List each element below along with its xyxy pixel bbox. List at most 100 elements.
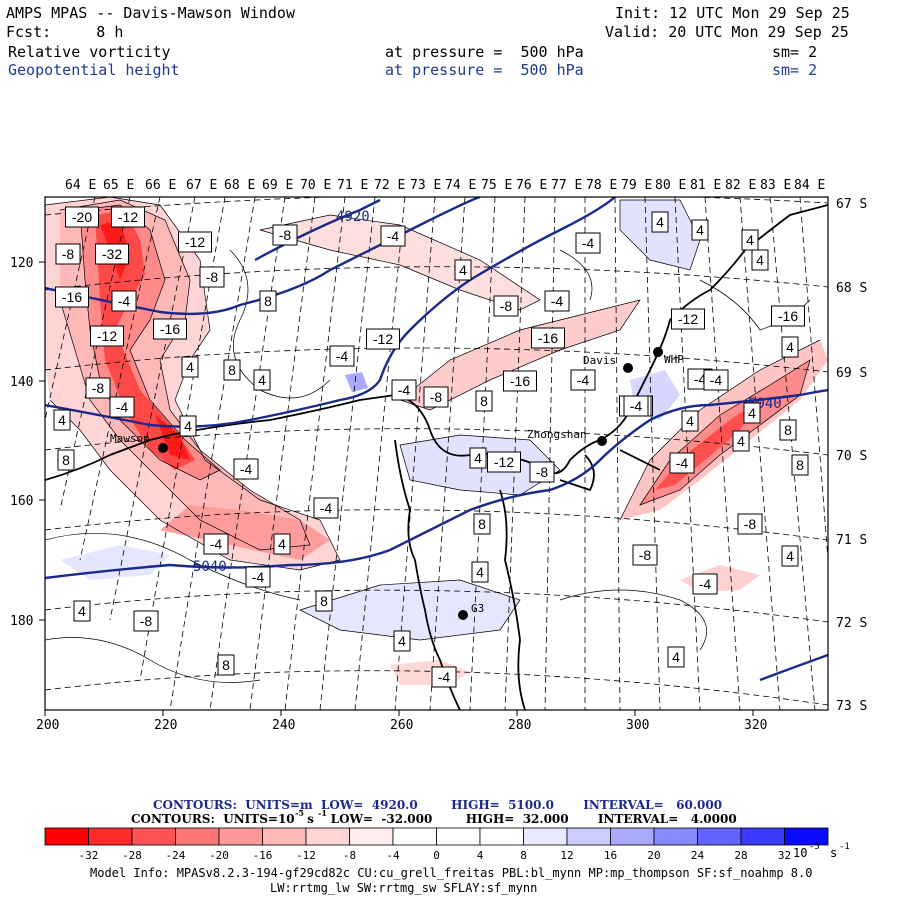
vort-blue-small bbox=[345, 372, 368, 392]
vorticity-label-box bbox=[272, 224, 298, 246]
forecast-hour: Fcst: 8 h bbox=[6, 23, 124, 41]
colorbar-units-s-exp: -1 bbox=[839, 842, 850, 852]
vorticity-label-box bbox=[55, 243, 81, 265]
vorticity-label: 4 bbox=[186, 359, 194, 375]
vorticity-label-box bbox=[65, 206, 99, 228]
vorticity-label: -8 bbox=[500, 298, 513, 314]
lon-label: 75 E bbox=[481, 178, 512, 193]
lat-label: 70 S bbox=[836, 449, 867, 464]
vorticity-label: -4 bbox=[676, 455, 689, 471]
vorticity-label: -16 bbox=[538, 330, 558, 346]
vorticity-label: 4 bbox=[459, 262, 467, 278]
lon-label: 68 E bbox=[224, 178, 255, 193]
vorticity-label: 4 bbox=[696, 222, 704, 238]
vort-blue-south bbox=[300, 580, 520, 640]
vorticity-label-box bbox=[423, 386, 449, 408]
vorticity-label-box bbox=[473, 513, 491, 535]
coastline bbox=[45, 204, 828, 710]
x-tick-label: 280 bbox=[508, 718, 531, 733]
vorticity-label: 4 bbox=[258, 372, 266, 388]
vorticity-label-box bbox=[233, 458, 259, 480]
station-label-g3: G3 bbox=[471, 602, 484, 615]
vorticity-label-box bbox=[178, 231, 212, 253]
index-axis-labels: 200 220 240 260 280 300 320 120 140 160 … bbox=[10, 256, 767, 733]
vorticity-label-box bbox=[57, 449, 75, 471]
vort-central-pink bbox=[400, 300, 640, 410]
colorbar-segment bbox=[262, 827, 307, 846]
lat-label: 73 S bbox=[836, 699, 867, 714]
lon-axis: 64 E 65 E 66 E 67 E 68 E 69 E 70 E 71 E … bbox=[65, 178, 825, 193]
vorticity-label-box bbox=[55, 286, 89, 308]
lon-label: 72 E bbox=[374, 178, 405, 193]
vorticity-label-box bbox=[203, 533, 229, 555]
colorbar-label: -4 bbox=[386, 849, 400, 862]
colorbar-segment bbox=[653, 827, 698, 846]
station-label-davis: Davis bbox=[583, 354, 616, 367]
vorticity-label: -4 bbox=[210, 536, 223, 552]
colorbar-label: 16 bbox=[604, 849, 617, 862]
vorticity-label-box bbox=[681, 410, 699, 432]
vorticity-label: -4 bbox=[336, 348, 349, 364]
vorticity-label: 4 bbox=[786, 548, 794, 564]
station-marker-whp bbox=[653, 347, 663, 357]
vorticity-label: 4 bbox=[398, 633, 406, 649]
vorticity-label: -4 bbox=[252, 569, 265, 585]
model-info: Model Info: MPASv8.2.3-194-gf29cd82c CU:… bbox=[90, 866, 813, 880]
vorticity-label: -4 bbox=[699, 576, 712, 592]
vorticity-label: -12 bbox=[678, 311, 698, 327]
vorticity-label: 4 bbox=[476, 564, 484, 580]
vorticity-label-box bbox=[771, 305, 805, 327]
vorticity-label-box bbox=[669, 452, 695, 474]
vorticity-label: 8 bbox=[264, 293, 272, 309]
vorticity-label: 8 bbox=[480, 393, 488, 409]
vorticity-label-box bbox=[575, 232, 601, 254]
vorticity-label-box bbox=[503, 370, 537, 392]
lon-label: 67 E bbox=[186, 178, 217, 193]
lon-label: 70 E bbox=[300, 178, 331, 193]
colorbar-segment bbox=[349, 827, 394, 846]
vort-north-pink bbox=[260, 215, 540, 310]
vorticity-label-box bbox=[544, 290, 570, 312]
vorticity-label: -8 bbox=[430, 389, 443, 405]
vorticity-label-box bbox=[692, 573, 718, 595]
vorticity-label-box bbox=[732, 430, 750, 452]
colorbar-label: -28 bbox=[122, 849, 142, 862]
lon-label: 71 E bbox=[337, 178, 368, 193]
lon-label: 77 E bbox=[551, 178, 582, 193]
vorticity-label-box bbox=[531, 327, 565, 349]
vorticity-label: 4 bbox=[58, 412, 66, 428]
vorticity-label-box bbox=[199, 266, 225, 288]
vorticity-label: -4 bbox=[116, 399, 129, 415]
colorbar-segment bbox=[479, 827, 524, 846]
vorticity-label: -12 bbox=[185, 234, 205, 250]
stations: Mawson Davis WHP Zhongshan G3 bbox=[110, 347, 684, 620]
vorticity-label-box bbox=[743, 402, 761, 424]
lon-label: 69 E bbox=[262, 178, 293, 193]
lon-label: 82 E bbox=[725, 178, 756, 193]
vorticity-label: -8 bbox=[92, 380, 105, 396]
vorticity-label-box bbox=[111, 206, 145, 228]
vorticity-label: -12 bbox=[373, 331, 393, 347]
vorticity-label: 4 bbox=[686, 413, 694, 429]
vorticity-label-box bbox=[153, 318, 187, 340]
vorticity-label-box bbox=[181, 356, 199, 378]
vorticity-label: -12 bbox=[97, 328, 117, 344]
field2-sm: sm= 2 bbox=[772, 61, 818, 79]
vorticity-label: 8 bbox=[796, 457, 804, 473]
vorticity-label: 4 bbox=[278, 536, 286, 552]
colorbar-label: 0 bbox=[433, 849, 440, 862]
parallel-lines bbox=[45, 197, 828, 706]
colorbar-label: -16 bbox=[253, 849, 273, 862]
colorbar-label: 32 bbox=[778, 849, 791, 862]
vorticity-label: 8 bbox=[222, 657, 230, 673]
vorticity-label: -20 bbox=[72, 209, 92, 225]
vorticity-label: -8 bbox=[639, 547, 652, 563]
colorbar-segment bbox=[566, 827, 611, 846]
vorticity-label: -12 bbox=[494, 454, 514, 470]
vorticity-labels: -20 -12 -8 -32 -12 -8 -16 8 -16 -4 -12 8 4 -8 4 -8 -4 4 -4… bbox=[53, 206, 809, 688]
height-contour-legend: CONTOURS: UNITS=m LOW= 4920.0 HIGH= 5100… bbox=[153, 798, 723, 812]
field1-level: at pressure = 500 hPa bbox=[385, 43, 584, 61]
colorbar-segment bbox=[697, 827, 742, 846]
vorticity-label: 4 bbox=[756, 252, 764, 268]
lat-axis: 67 S 68 S 69 S 70 S 71 S 72 S 73 S bbox=[836, 197, 867, 714]
